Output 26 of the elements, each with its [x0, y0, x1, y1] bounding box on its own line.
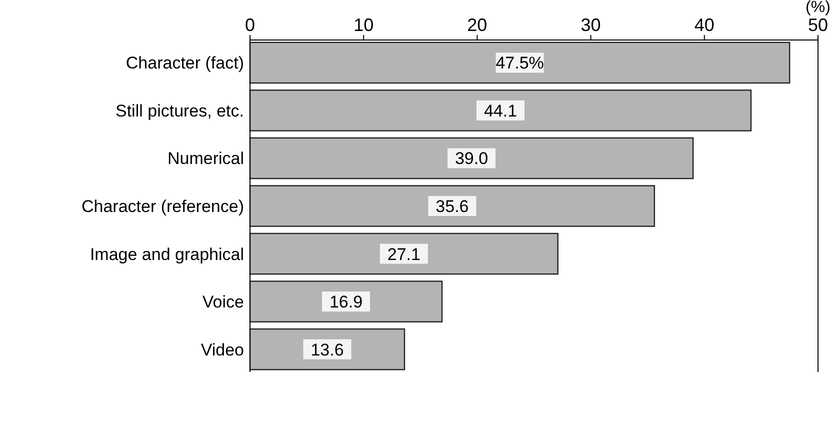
data-label: 35.6 — [436, 197, 469, 216]
bar — [249, 42, 790, 84]
y-tick-label: Image and graphical — [90, 244, 244, 264]
data-label: 47.5% — [496, 54, 544, 73]
data-label: 13.6 — [310, 340, 344, 360]
x-tick-label: 0 — [244, 15, 256, 35]
bar — [249, 90, 752, 132]
data-label: 27.1 — [387, 244, 420, 264]
y-tick-label: Character (fact) — [126, 54, 244, 73]
y-tick-label: Numerical — [167, 149, 244, 168]
x-tick-label: 20 — [467, 15, 488, 35]
y-tick-label: Character (reference) — [81, 197, 244, 216]
data-label: 16.9 — [329, 292, 363, 312]
y-tick-label: Still pictures, etc. — [116, 101, 244, 120]
data-label: 44.1 — [484, 101, 518, 120]
y-tick-label: Video — [200, 340, 244, 360]
y-tick-label: Voice — [202, 292, 244, 312]
x-axis-title: (%) — [806, 0, 830, 16]
bar — [249, 185, 656, 227]
bar — [249, 137, 694, 180]
x-tick-label: 30 — [580, 15, 601, 35]
x-tick-label: 50 — [808, 15, 828, 35]
data-label: 39.0 — [454, 149, 488, 168]
bar — [249, 232, 558, 275]
x-tick-label: 40 — [694, 15, 714, 35]
x-tick-label: 10 — [354, 15, 374, 35]
